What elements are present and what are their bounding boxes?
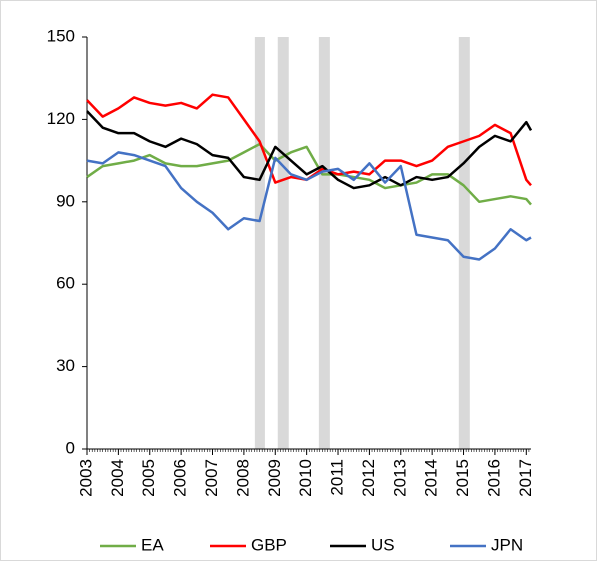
x-tick-label: 2006 [171,459,190,497]
y-tick-label: 150 [47,26,75,45]
y-tick-label: 30 [56,356,75,375]
x-tick-label: 2004 [108,459,127,497]
x-tick-label: 2005 [139,459,158,497]
series-line [86,110,533,190]
legend-label: EA [141,535,164,554]
y-tick-label: 120 [47,109,75,128]
x-tick-label: 2014 [422,459,441,497]
legend-label: GBP [251,535,287,554]
x-tick-label: 2010 [296,459,315,497]
x-tick-label: 2007 [202,459,221,497]
x-tick-label: 2016 [484,459,503,497]
x-tick-label: 2013 [390,459,409,497]
series-line [86,151,532,261]
legend-label: JPN [491,535,523,554]
x-tick-label: 2015 [453,459,472,497]
x-tick-label: 2003 [76,459,95,497]
y-tick-label: 60 [56,274,75,293]
x-tick-label: 2011 [328,459,347,496]
x-tick-label: 2012 [359,459,378,497]
y-tick-label: 90 [56,191,75,210]
x-tick-label: 2009 [265,459,284,497]
series-line [86,142,532,206]
y-tick-label: 0 [66,438,75,457]
x-tick-label: 2008 [233,459,252,497]
shaded-period [318,37,330,449]
shaded-period [277,37,289,449]
x-tick-label: 2017 [516,459,535,497]
shaded-period [458,37,470,449]
legend-label: US [371,535,395,554]
shaded-period [254,37,265,449]
